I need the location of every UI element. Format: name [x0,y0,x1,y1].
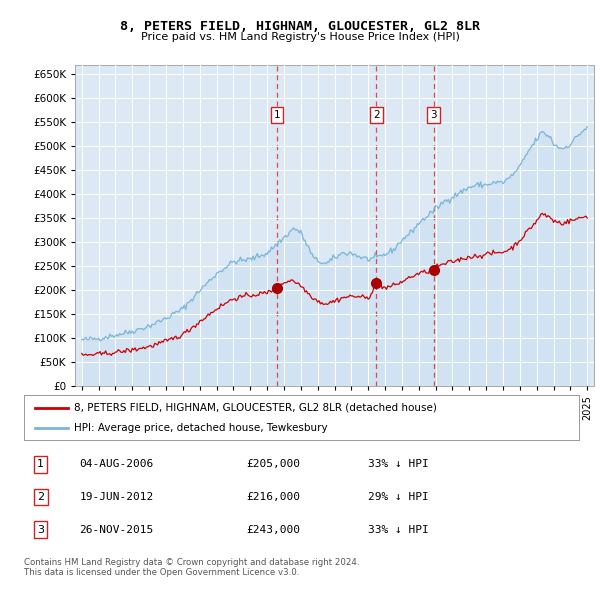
Text: 1: 1 [274,110,280,120]
Text: 3: 3 [431,110,437,120]
Text: Price paid vs. HM Land Registry's House Price Index (HPI): Price paid vs. HM Land Registry's House … [140,32,460,42]
Text: 8, PETERS FIELD, HIGHNAM, GLOUCESTER, GL2 8LR: 8, PETERS FIELD, HIGHNAM, GLOUCESTER, GL… [120,20,480,33]
Text: 29% ↓ HPI: 29% ↓ HPI [368,492,429,502]
Text: £243,000: £243,000 [246,525,300,535]
Text: 3: 3 [37,525,44,535]
Text: Contains HM Land Registry data © Crown copyright and database right 2024.
This d: Contains HM Land Registry data © Crown c… [24,558,359,577]
Text: 2: 2 [373,110,379,120]
Text: HPI: Average price, detached house, Tewkesbury: HPI: Average price, detached house, Tewk… [74,424,328,434]
Text: 2: 2 [37,492,44,502]
Text: 33% ↓ HPI: 33% ↓ HPI [368,460,429,469]
Text: 04-AUG-2006: 04-AUG-2006 [79,460,154,469]
Text: 33% ↓ HPI: 33% ↓ HPI [368,525,429,535]
Text: £205,000: £205,000 [246,460,300,469]
Text: 19-JUN-2012: 19-JUN-2012 [79,492,154,502]
Text: 8, PETERS FIELD, HIGHNAM, GLOUCESTER, GL2 8LR (detached house): 8, PETERS FIELD, HIGHNAM, GLOUCESTER, GL… [74,403,437,412]
Text: 1: 1 [37,460,44,469]
Text: £216,000: £216,000 [246,492,300,502]
Text: 26-NOV-2015: 26-NOV-2015 [79,525,154,535]
